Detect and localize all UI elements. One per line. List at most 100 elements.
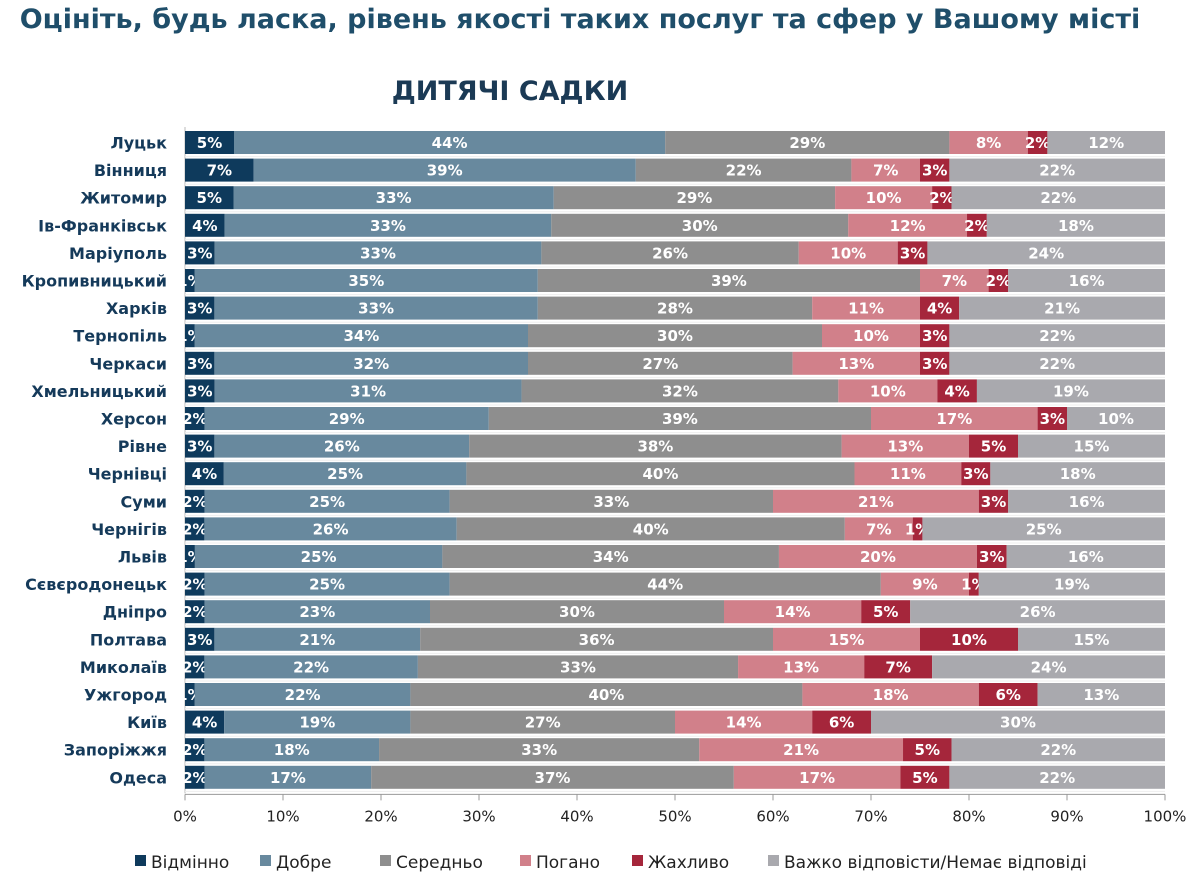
data-label: 5% [197,189,222,207]
data-label: 30% [559,603,595,621]
category-label: Черкаси [89,354,167,373]
bar-segment [976,379,1165,403]
data-label: 2% [986,272,1011,290]
data-label: 29% [329,410,365,428]
bar-segment [214,434,470,458]
bar-segment [978,572,1165,596]
data-label: 22% [1039,162,1075,180]
bar-segment [185,241,215,265]
data-label: 33% [376,189,412,207]
data-label: 39% [711,272,747,290]
bar-segment [871,407,1038,430]
bar-segment [185,379,215,403]
data-label: 4% [192,465,217,483]
data-label: 34% [343,327,379,345]
bar-segment [185,683,195,706]
category-label: Дніпро [103,603,167,622]
data-label: 3% [922,162,947,180]
category-label: Тернопіль [73,327,167,346]
data-label: 10% [830,244,866,262]
data-label: 22% [1039,327,1075,345]
bar-segment [417,655,739,679]
data-label: 31% [350,382,386,400]
legend-label: Погано [536,853,600,873]
data-label: 5% [197,134,222,152]
bar-segment [185,186,234,210]
data-label: 10% [1098,410,1134,428]
bar-segment [1047,131,1165,154]
data-label: 30% [1000,714,1036,732]
data-label: 3% [187,438,212,456]
data-label: 25% [327,465,363,483]
bar-segment [949,351,1165,375]
bar-segment [185,489,205,513]
bar-segment [204,517,457,541]
bar-segment [185,627,215,651]
bar-segment [861,600,911,624]
bar-segment [442,545,779,568]
category-label: Херсон [101,410,167,429]
bar-segment [185,572,205,596]
bar-segment [922,517,1165,541]
bar-segment [778,545,977,568]
data-label: 2% [182,410,207,428]
bar-segment [204,765,372,789]
bar-segment [812,710,871,734]
bar-segment [204,738,380,762]
bar-segment [1008,269,1165,292]
bar-segment [449,572,881,596]
bar-segment [733,765,901,789]
x-tick-label: 60% [756,807,789,825]
bar-segment [927,241,1165,265]
bar-segment [185,655,205,679]
bar-segment [223,462,467,486]
bar-segment [537,296,813,320]
x-tick-label: 30% [462,807,495,825]
bar-segment [185,213,225,237]
data-label: 7% [207,162,232,180]
data-label: 18% [274,741,310,759]
data-label: 38% [637,438,673,456]
bar-segment [214,379,522,403]
data-label: 3% [187,300,212,318]
x-tick-label: 40% [560,807,593,825]
bar-segment [553,186,836,210]
bar-segment [488,407,871,430]
data-label: 17% [270,769,306,787]
data-label: 21% [858,493,894,511]
bar-segment [253,158,636,182]
data-label: 10% [853,327,889,345]
data-label: 39% [662,410,698,428]
data-label: 5% [981,438,1006,456]
data-label: 2% [182,769,207,787]
data-label: 24% [1028,244,1064,262]
data-label: 16% [1068,548,1104,566]
bar-segment [871,710,1165,734]
bar-segment [185,765,205,789]
bar-segment [224,213,552,237]
bar-segment [854,462,962,486]
legend-swatch [380,855,391,866]
data-label: 40% [588,686,624,704]
data-label: 15% [829,631,865,649]
data-label: 10% [866,189,902,207]
bar-segment [185,269,195,292]
bar-segment [469,434,842,458]
chart-title: ДИТЯЧІ САДКИ [391,76,629,107]
data-label: 21% [299,631,335,649]
bar-segment [838,379,938,403]
bar-segment [699,738,904,762]
data-label: 16% [1069,272,1105,290]
legend-label: Важко відповісти/Немає відповіді [784,853,1087,873]
bar-segment [456,517,845,541]
bar-segment [932,186,952,210]
x-tick-label: 50% [658,807,691,825]
bar-segment [675,710,813,734]
data-label: 2% [964,217,989,235]
data-label: 33% [360,244,396,262]
category-label: Ужгород [84,686,167,705]
data-label: 3% [981,493,1006,511]
data-label: 3% [900,244,925,262]
bar-segment [978,489,1009,513]
